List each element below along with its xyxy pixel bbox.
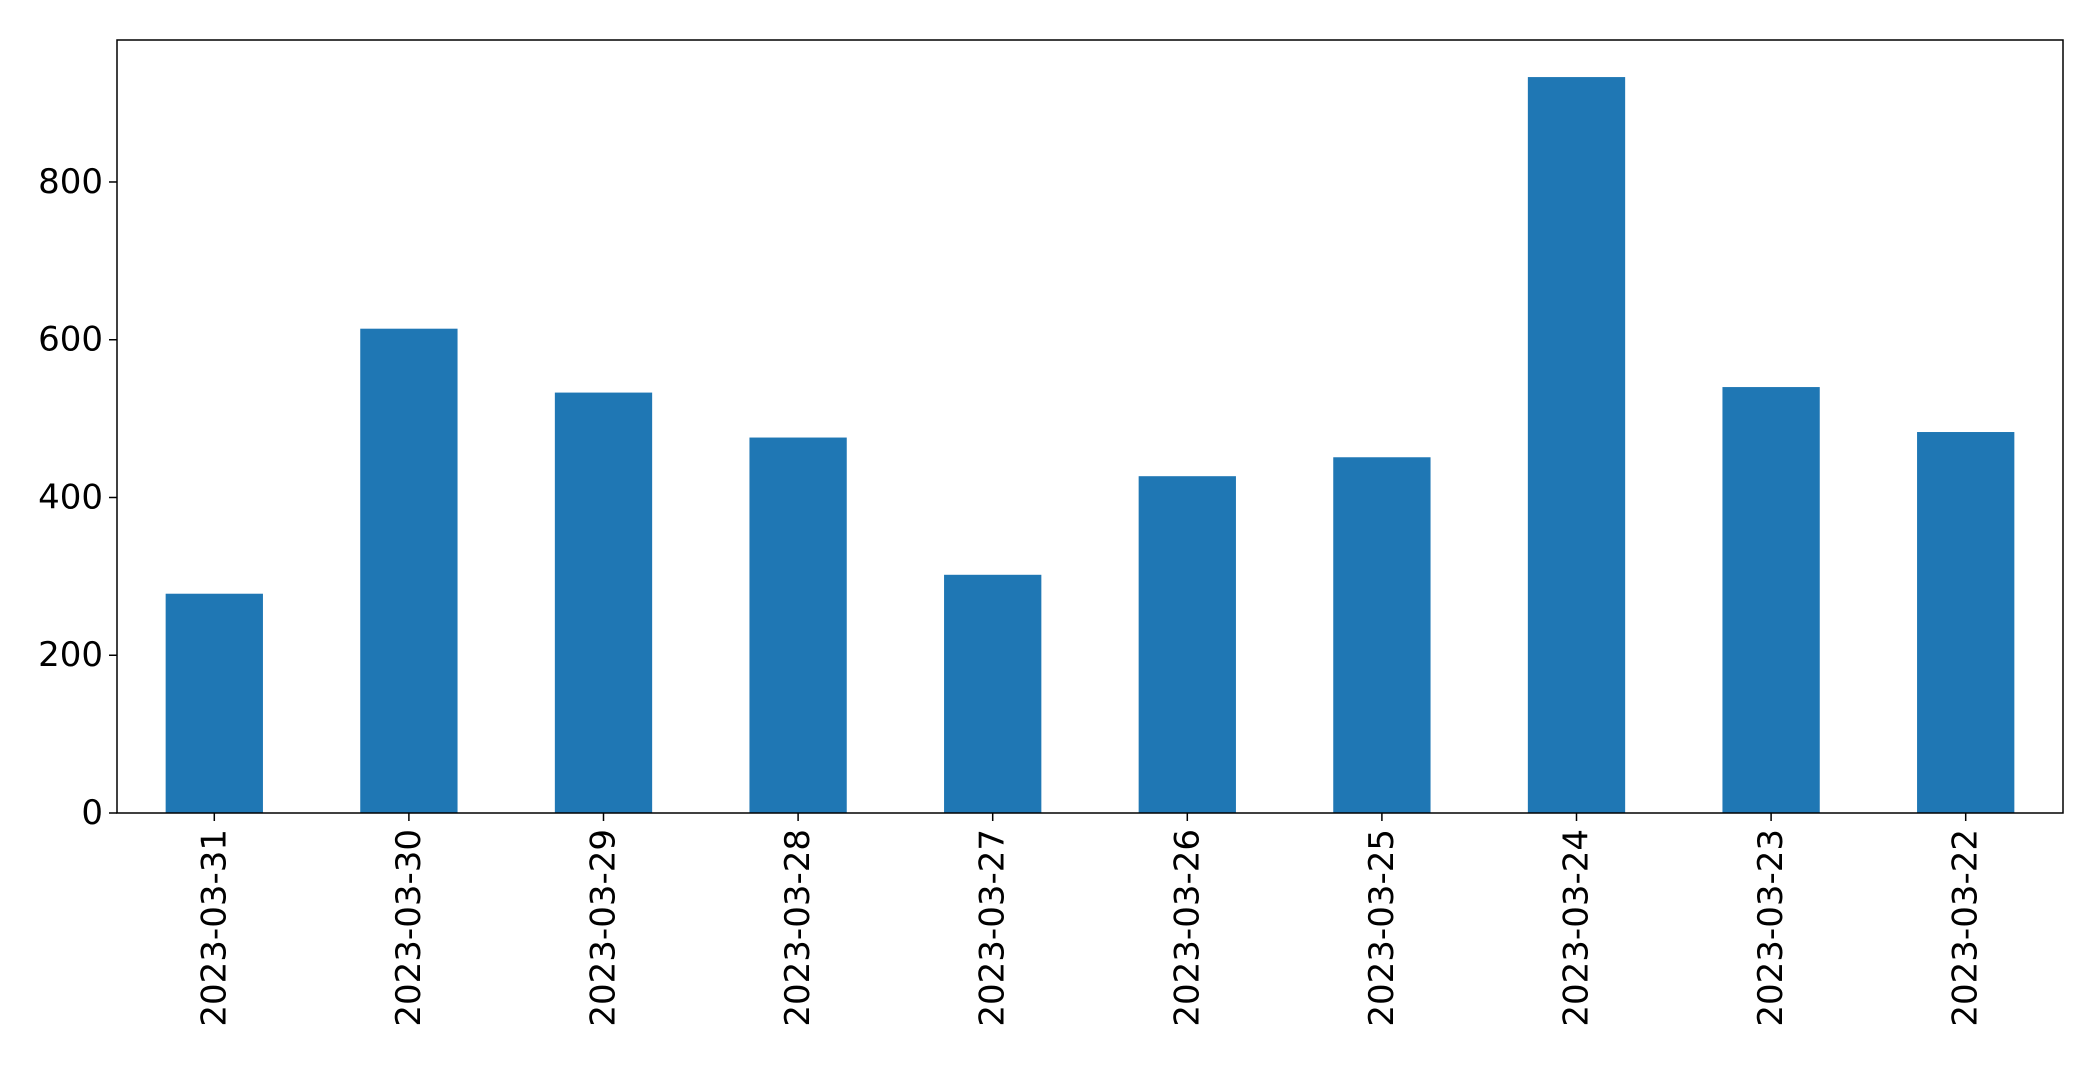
x-tick-label: 2023-03-30 — [389, 829, 429, 1027]
y-tick-label: 800 — [38, 162, 103, 202]
y-tick-label: 200 — [38, 635, 103, 675]
x-tick-label: 2023-03-26 — [1167, 829, 1207, 1027]
x-tick-label: 2023-03-23 — [1751, 829, 1791, 1027]
x-axis: 2023-03-31 2023-03-30 2023-03-29 2023-03-28… — [194, 813, 1986, 1027]
y-tick-label: 0 — [81, 793, 103, 833]
x-tick-label: 2023-03-27 — [973, 829, 1013, 1027]
y-tick-label: 400 — [38, 477, 103, 517]
y-axis: 0 200 400 600 800 — [38, 162, 117, 833]
y-tick-label: 600 — [38, 320, 103, 360]
x-tick-label: 2023-03-29 — [584, 829, 624, 1027]
bar-2023-03-27 — [944, 574, 1042, 813]
bar-2023-03-23 — [1722, 387, 1820, 813]
bar-2023-03-29 — [554, 392, 653, 813]
x-tick-label: 2023-03-24 — [1557, 829, 1597, 1027]
x-tick-label: 2023-03-28 — [778, 829, 818, 1027]
x-tick-label: 2023-03-22 — [1946, 829, 1986, 1027]
x-tick-label: 2023-03-31 — [194, 829, 234, 1027]
bar-2023-03-31 — [165, 593, 263, 813]
bar-2023-03-25 — [1333, 457, 1431, 813]
bar-2023-03-26 — [1138, 476, 1236, 813]
x-tick-label: 2023-03-25 — [1362, 829, 1402, 1027]
bar-2023-03-24 — [1527, 77, 1626, 813]
bar-2023-03-30 — [360, 328, 458, 813]
bar-2023-03-28 — [749, 437, 847, 813]
bar-2023-03-22 — [1917, 432, 2015, 813]
bars-layer — [165, 77, 2015, 813]
plot-frame — [116, 39, 2064, 814]
